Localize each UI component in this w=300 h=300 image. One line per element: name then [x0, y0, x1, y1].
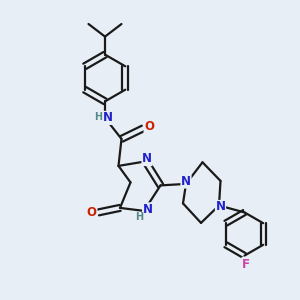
Text: N: N	[142, 203, 153, 216]
Text: O: O	[144, 120, 154, 134]
Text: F: F	[242, 257, 250, 271]
Text: N: N	[215, 200, 226, 214]
Text: O: O	[87, 206, 97, 219]
Text: H: H	[94, 112, 103, 122]
Text: N: N	[181, 175, 191, 188]
Text: N: N	[142, 152, 152, 166]
Text: H: H	[135, 212, 144, 223]
Text: N: N	[103, 111, 113, 124]
